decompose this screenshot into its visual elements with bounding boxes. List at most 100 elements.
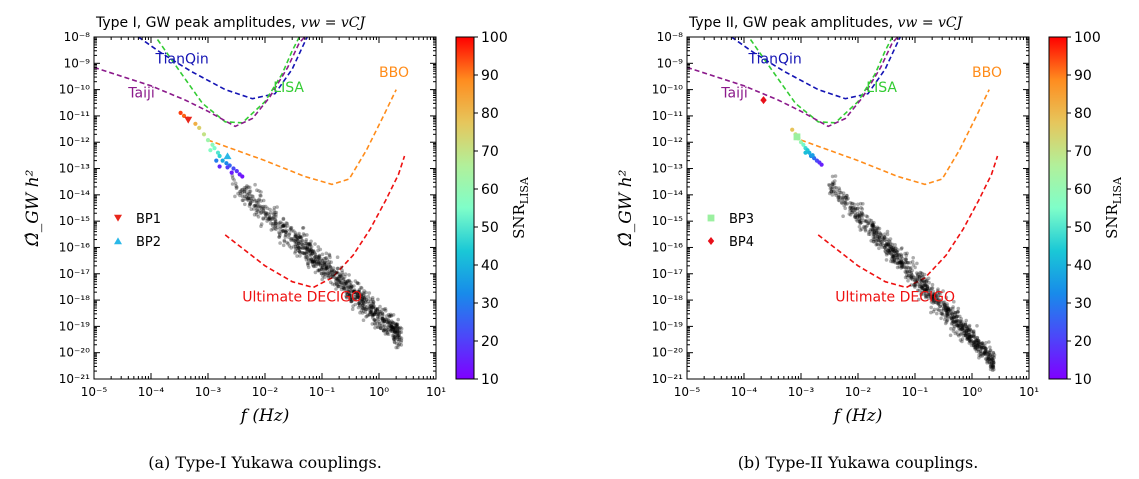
scatter-point bbox=[380, 307, 385, 312]
scatter-point bbox=[841, 214, 845, 218]
scatter-point bbox=[885, 232, 890, 237]
scatter-point bbox=[345, 296, 349, 300]
scatter-point bbox=[335, 270, 339, 275]
y-tick-label: 10⁻¹⁸ bbox=[59, 293, 90, 307]
scatter-point bbox=[369, 299, 373, 304]
x-tick-label: 10⁻⁵ bbox=[674, 385, 701, 399]
scatter-point bbox=[963, 333, 968, 338]
y-tick-label: 10⁻⁸ bbox=[657, 30, 684, 44]
scatter-point bbox=[878, 242, 883, 247]
scatter-point bbox=[845, 197, 849, 202]
scatter-point bbox=[259, 190, 263, 194]
scatter-point bbox=[248, 202, 252, 206]
scatter-point bbox=[900, 265, 905, 269]
colorbar-tick-label: 40 bbox=[481, 258, 499, 274]
scatter-point bbox=[895, 265, 900, 270]
scatter-point bbox=[294, 240, 299, 244]
scatter-point bbox=[287, 244, 292, 248]
scatter-point bbox=[372, 312, 377, 317]
scatter-point bbox=[984, 346, 988, 351]
scatter-point bbox=[876, 242, 880, 247]
scatter-point bbox=[944, 307, 948, 311]
scatter-point bbox=[362, 307, 367, 311]
scatter-point bbox=[980, 345, 985, 350]
colorbar-tick-label: 60 bbox=[1074, 182, 1092, 198]
scatter-point bbox=[364, 315, 368, 319]
scatter-point bbox=[970, 334, 974, 338]
scatter-point bbox=[333, 273, 337, 277]
scatter-point bbox=[313, 251, 317, 256]
scatter-point bbox=[986, 355, 991, 359]
scatter-point bbox=[357, 289, 361, 294]
snr-point bbox=[801, 142, 806, 147]
scatter-point bbox=[874, 226, 879, 231]
scatter-point bbox=[303, 243, 308, 248]
scatter-point bbox=[281, 229, 285, 233]
snr-point bbox=[790, 127, 795, 132]
scatter-point bbox=[296, 242, 301, 246]
scatter-point bbox=[980, 341, 985, 345]
scatter-point bbox=[964, 329, 968, 334]
scatter-point bbox=[922, 289, 927, 294]
scatter-point bbox=[942, 303, 947, 308]
scatter-point bbox=[878, 236, 882, 240]
scatter-point bbox=[983, 352, 988, 357]
scatter-point bbox=[310, 252, 314, 256]
scatter-point bbox=[398, 330, 402, 335]
scatter-point bbox=[850, 210, 854, 215]
scatter-point bbox=[320, 267, 324, 271]
scatter-point bbox=[840, 197, 845, 202]
scatter-point bbox=[891, 248, 895, 252]
scatter-point bbox=[897, 258, 901, 263]
scatter-point bbox=[289, 246, 294, 250]
scatter-point bbox=[829, 190, 833, 194]
scatter-point bbox=[891, 259, 895, 263]
scatter-point bbox=[399, 343, 404, 347]
y-tick-label: 10⁻¹⁸ bbox=[652, 293, 683, 307]
scatter-point bbox=[327, 271, 332, 276]
scatter-point bbox=[933, 293, 937, 298]
scatter-point bbox=[382, 323, 387, 328]
scatter-point bbox=[904, 267, 909, 271]
scatter-point bbox=[904, 270, 908, 275]
scatter-point bbox=[337, 274, 342, 279]
scatter-point bbox=[367, 305, 372, 309]
scatter-point bbox=[890, 245, 895, 250]
scatter-point bbox=[371, 300, 376, 305]
y-tick-label: 10⁻¹⁰ bbox=[59, 83, 90, 97]
scatter-point bbox=[990, 368, 995, 373]
scatter-point bbox=[984, 347, 988, 351]
scatter-point bbox=[883, 243, 888, 247]
scatter-point bbox=[835, 189, 839, 194]
scatter-point bbox=[306, 241, 311, 246]
scatter-point bbox=[352, 284, 356, 288]
scatter-point bbox=[388, 327, 393, 332]
scatter-point bbox=[946, 306, 951, 310]
scatter-point bbox=[913, 279, 917, 283]
legend-marker-bp1 bbox=[114, 214, 122, 222]
scatter-point bbox=[392, 325, 396, 330]
scatter-point bbox=[336, 277, 341, 281]
scatter-point bbox=[882, 245, 887, 250]
scatter-point bbox=[359, 305, 364, 310]
scatter-point bbox=[319, 257, 323, 261]
scatter-point bbox=[248, 200, 253, 205]
scatter-point bbox=[992, 361, 996, 365]
scatter-point bbox=[871, 227, 876, 232]
scatter-point bbox=[241, 198, 245, 203]
scatter-point bbox=[945, 318, 950, 322]
scatter-point bbox=[920, 283, 925, 287]
scatter-point bbox=[297, 246, 301, 250]
scatter-point bbox=[987, 350, 992, 355]
scatter-point bbox=[987, 351, 991, 355]
scatter-point bbox=[860, 210, 864, 215]
scatter-point bbox=[853, 206, 857, 210]
scatter-point bbox=[396, 326, 401, 330]
scatter-point bbox=[292, 239, 297, 243]
scatter-point bbox=[272, 212, 277, 216]
scatter-point bbox=[888, 237, 893, 241]
scatter-point bbox=[339, 280, 344, 285]
scatter-point bbox=[967, 337, 971, 342]
label-taiji: Taiji bbox=[127, 86, 154, 102]
